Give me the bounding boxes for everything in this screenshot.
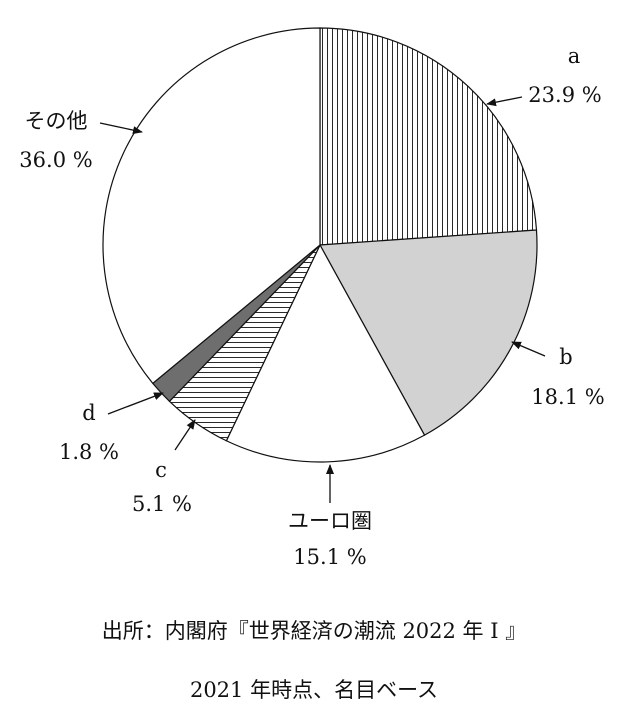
basis-note: 2021 年時点、名目ベース (189, 678, 439, 702)
slice-label-1: a (568, 44, 581, 68)
slice-value-label-6: 36.0 % (19, 148, 92, 172)
slice-label-5: d (82, 401, 95, 425)
slice-pointer-arrow-1 (486, 96, 523, 107)
slice-label-6: その他 (25, 109, 88, 133)
slice-pointer-arrow-6 (99, 122, 143, 135)
slice-value-label-2: 18.1 % (531, 385, 604, 409)
slice-value-label-1: 23.9 % (528, 83, 601, 107)
slice-label-2: b (559, 345, 572, 369)
pie-slice-3 (225, 243, 426, 463)
slice-pointer-arrow-2 (511, 341, 546, 357)
pie-slice-2 (319, 229, 538, 436)
slice-label-4: c (155, 458, 167, 482)
slice-value-label-4: 5.1 % (132, 492, 192, 516)
pie-slice-1 (319, 27, 538, 246)
slice-pointer-arrow-5 (107, 392, 164, 415)
slice-pointer-arrow-4 (174, 419, 196, 451)
source-note: 出所：内閣府『世界経済の潮流 2022 年 I 』 (101, 619, 527, 643)
slice-value-label-5: 1.8 % (59, 440, 119, 464)
pie-chart: a 23.9 % b 18.1 % ユーロ圏 15.1 % c 5.1 % d 1.8 % その他 3… (19, 27, 605, 569)
slice-label-3: ユーロ圏 (288, 509, 372, 533)
slice-value-label-3: 15.1 % (293, 545, 366, 569)
pie-slice-6 (102, 27, 321, 385)
